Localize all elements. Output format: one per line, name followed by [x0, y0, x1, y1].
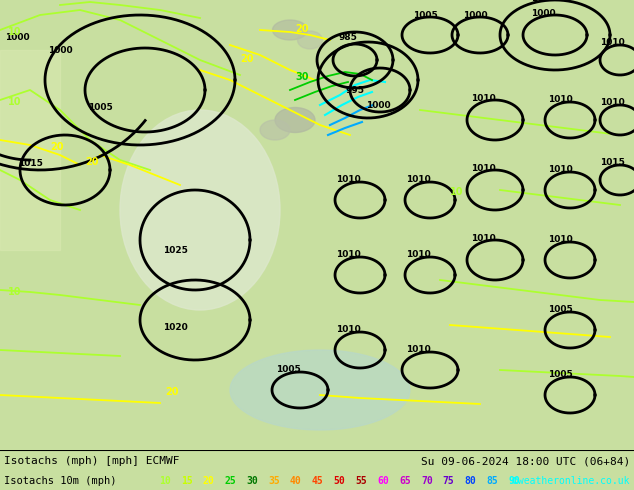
Text: 20: 20	[165, 387, 179, 397]
Text: 20: 20	[203, 476, 214, 486]
Text: 40: 40	[290, 476, 302, 486]
Text: 1005: 1005	[531, 0, 555, 3]
Text: 1010: 1010	[470, 94, 495, 103]
Text: Su 09-06-2024 18:00 UTC (06+84): Su 09-06-2024 18:00 UTC (06+84)	[421, 456, 630, 466]
Text: 20: 20	[240, 54, 254, 64]
Text: 1010: 1010	[406, 175, 430, 184]
Ellipse shape	[260, 120, 290, 140]
Ellipse shape	[297, 31, 323, 49]
Text: 1010: 1010	[406, 250, 430, 259]
Text: 1005: 1005	[548, 305, 573, 314]
Text: ©weatheronline.co.uk: ©weatheronline.co.uk	[512, 476, 630, 486]
Text: 10: 10	[8, 287, 22, 297]
Text: 80: 80	[465, 476, 476, 486]
Text: 70: 70	[421, 476, 432, 486]
Text: 1010: 1010	[600, 38, 624, 47]
Text: 90: 90	[508, 476, 520, 486]
Text: 985: 985	[339, 33, 358, 42]
Text: 1010: 1010	[548, 235, 573, 244]
Text: 1025: 1025	[162, 246, 188, 255]
Text: 75: 75	[443, 476, 455, 486]
Text: 65: 65	[399, 476, 411, 486]
Ellipse shape	[275, 107, 315, 132]
Text: 35: 35	[268, 476, 280, 486]
Text: 50: 50	[333, 476, 346, 486]
Text: 1005: 1005	[413, 11, 437, 20]
Text: 60: 60	[377, 476, 389, 486]
Ellipse shape	[273, 20, 307, 40]
Text: 1010: 1010	[335, 325, 360, 334]
Text: 1015: 1015	[18, 159, 42, 168]
Text: 20: 20	[295, 24, 309, 34]
Text: Isotachs 10m (mph): Isotachs 10m (mph)	[4, 476, 117, 486]
Text: 10: 10	[159, 476, 171, 486]
Text: 45: 45	[312, 476, 323, 486]
Text: 995: 995	[346, 86, 365, 95]
Text: 1010: 1010	[470, 234, 495, 243]
Text: 55: 55	[356, 476, 367, 486]
Text: 25: 25	[224, 476, 236, 486]
Text: 1010: 1010	[470, 164, 495, 173]
Text: 1000: 1000	[463, 11, 488, 20]
Text: 1010: 1010	[600, 98, 624, 107]
Ellipse shape	[230, 350, 410, 430]
Text: Isotachs (mph) [mph] ECMWF: Isotachs (mph) [mph] ECMWF	[4, 456, 179, 466]
Text: 1000: 1000	[531, 9, 555, 18]
Ellipse shape	[120, 110, 280, 310]
Text: 1005: 1005	[548, 370, 573, 379]
Text: 85: 85	[486, 476, 498, 486]
Text: 15: 15	[181, 476, 193, 486]
Text: 1010: 1010	[335, 250, 360, 259]
Text: 1000: 1000	[5, 33, 30, 42]
Text: 1010: 1010	[548, 95, 573, 104]
Text: 30: 30	[247, 476, 258, 486]
Text: 10: 10	[8, 97, 22, 107]
Text: 30: 30	[295, 72, 309, 82]
Text: 1005: 1005	[87, 103, 112, 112]
Text: 1000: 1000	[366, 101, 391, 110]
Text: 1015: 1015	[600, 158, 624, 167]
Text: 1010: 1010	[335, 175, 360, 184]
Text: 1020: 1020	[163, 323, 188, 332]
Text: 1010: 1010	[548, 165, 573, 174]
Text: 1005: 1005	[276, 365, 301, 374]
Text: 1000: 1000	[48, 46, 72, 55]
Text: 10: 10	[450, 187, 463, 197]
Text: 10: 10	[8, 27, 22, 37]
Text: 20: 20	[50, 142, 63, 152]
Bar	[0, 50, 60, 250]
Text: 20: 20	[85, 157, 98, 167]
Text: 1010: 1010	[406, 345, 430, 354]
